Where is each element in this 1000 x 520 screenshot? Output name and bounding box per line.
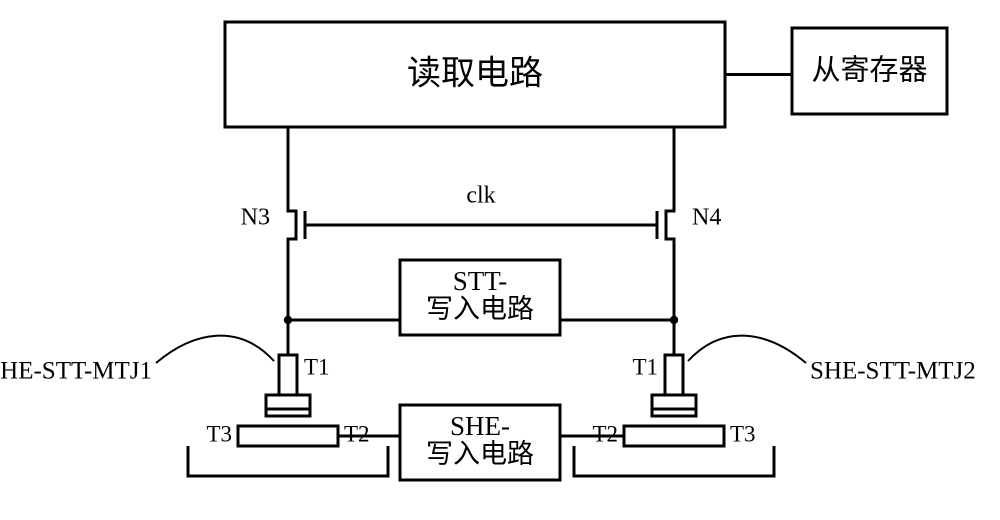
label-mtj1-t1: T1 [304, 354, 330, 379]
label-mtj1-t3: T3 [206, 421, 232, 446]
block-slave-register-label: 从寄存器 [811, 54, 927, 87]
mtj2-pillar [665, 355, 683, 395]
block-read-circuit-label: 读取电路 [407, 54, 543, 92]
label-n3: N3 [241, 205, 270, 231]
label-clk: clk [466, 183, 495, 209]
block-stt-write-label1: STT- [453, 266, 508, 296]
label-mtj2-t3: T3 [730, 421, 756, 446]
block-she-write-label1: SHE- [450, 411, 510, 441]
label-mtj1-t2: T2 [344, 421, 370, 446]
block-stt-write-label2: 写入电路 [426, 294, 534, 324]
mtj2-she-strap [624, 426, 724, 446]
leader-mtj2 [688, 336, 806, 363]
mtj1-she-strap [238, 426, 338, 446]
label-mtj2-t1: T1 [632, 354, 658, 379]
mtj1-layer1 [266, 395, 310, 409]
mtj2-layer1 [652, 395, 696, 409]
mtj2-layer2 [652, 409, 696, 416]
label-mtj2-t2: T2 [592, 421, 618, 446]
mtj1-layer2 [266, 409, 310, 416]
block-she-write-label2: 写入电路 [426, 439, 534, 469]
trough-left [188, 446, 388, 476]
label-ext-mtj1: SHE-STT-MTJ1 [0, 358, 152, 385]
mtj1-pillar [279, 355, 297, 395]
label-n4: N4 [692, 205, 721, 231]
trough-right [574, 446, 774, 476]
label-ext-mtj2: SHE-STT-MTJ2 [810, 358, 976, 385]
leader-mtj1 [156, 336, 274, 363]
circuit-diagram: 读取电路从寄存器clkN3N4STT-写入电路SHE-写入电路T1T2T3T1T… [0, 0, 1000, 520]
